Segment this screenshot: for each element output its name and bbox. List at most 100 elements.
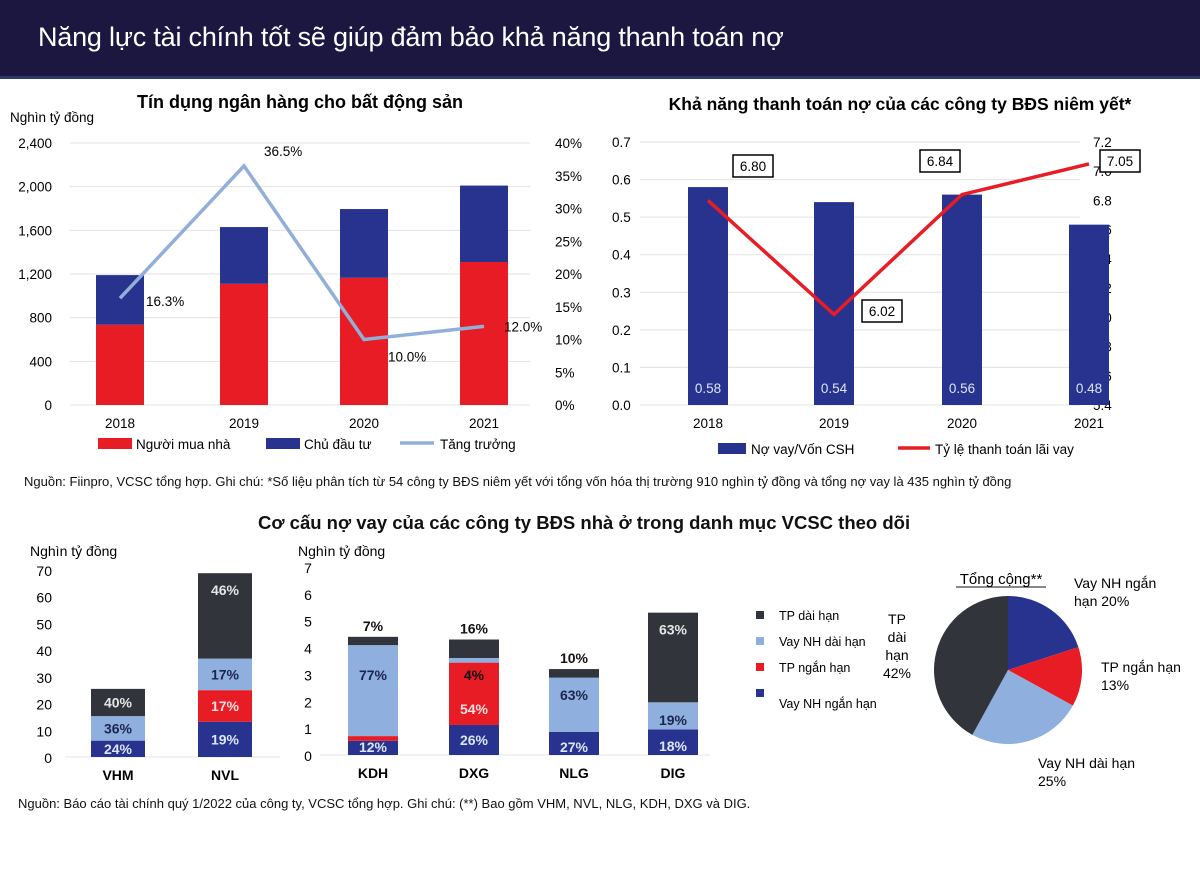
segment-label: 17%: [211, 698, 240, 714]
bar-segment-vay-nh-ng-n-h-n: [549, 731, 599, 755]
bar-segment-tp-ng-n-h-n: [348, 736, 398, 741]
y2-tick-label: 7.2: [1093, 135, 1112, 150]
y-tick-label: 1,600: [18, 223, 52, 238]
data-label-ty-le: 6.02: [869, 304, 895, 319]
legend-label: Vay NH ngắn hạn: [779, 696, 877, 711]
pie-slice-label: TP: [888, 611, 906, 627]
y-tick-label: 0.6: [612, 173, 631, 188]
legend-swatch: [756, 611, 764, 619]
y2-tick-label: 15%: [555, 300, 582, 315]
chart-title-credit: Tín dụng ngân hàng cho bất động sản: [137, 92, 463, 112]
x-tick-label: 2021: [1074, 416, 1104, 431]
pie-slice-label: hạn 20%: [1074, 593, 1129, 609]
x-tick-label: 2020: [947, 416, 977, 431]
bar-no-vay-von-csh: [1069, 224, 1109, 405]
pie-title: Tổng cộng**: [960, 571, 1043, 588]
y-tick-label: 0.1: [612, 360, 631, 375]
legend-label: Chủ đầu tư: [304, 437, 372, 452]
pie-slice-tp-d-i-h-n: [934, 596, 1008, 735]
y-tick-label: 0: [44, 750, 52, 766]
x-tick-label: 2018: [693, 416, 723, 431]
segment-label: 54%: [460, 701, 489, 717]
y-tick-label: 1: [304, 721, 312, 737]
y2-tick-label: 5%: [555, 365, 575, 380]
y-tick-label: 5: [304, 614, 312, 630]
y-tick-label: 4: [304, 641, 312, 657]
legend-label: Vay NH dài hạn: [779, 635, 866, 649]
y2-tick-label: 6.8: [1093, 193, 1112, 208]
x-tick-label: KDH: [358, 765, 388, 781]
segment-label: 46%: [211, 582, 240, 598]
y-tick-label: 60: [36, 590, 52, 606]
legend-label: Tỷ lệ thanh toán lãi vay: [935, 442, 1074, 457]
segment-label: 16%: [460, 621, 489, 637]
line-tang-truong: [118, 163, 485, 342]
data-label-box: [732, 154, 774, 178]
x-tick-label: VHM: [102, 767, 133, 783]
legend-label: TP ngắn hạn: [779, 660, 850, 675]
y-tick-label: 2,400: [18, 136, 52, 151]
y-tick-label: 0.5: [612, 210, 631, 225]
y-axis-label: Nghìn tỷ đồng: [30, 543, 117, 559]
pie-slice-label: 13%: [1101, 677, 1129, 693]
y-tick-label: 50: [36, 616, 52, 632]
pie-slice-tp-ng-n-h-n: [1008, 647, 1082, 706]
y-tick-label: 40: [36, 643, 52, 659]
segment-label: 24%: [104, 741, 133, 757]
y-tick-label: 400: [29, 354, 52, 369]
bar-segment-vay-nh-d-i-h-n: [648, 702, 698, 730]
bar-segment-tp-d-i-h-n: [648, 612, 698, 703]
bottom-section-title: Cơ cấu nợ vay của các công ty BĐS nhà ở …: [258, 512, 911, 533]
data-label-ty-le: 6.80: [740, 159, 766, 174]
bar-segment-tp-d-i-h-n: [348, 636, 398, 646]
pie-slice-label: dài: [888, 629, 907, 645]
x-tick-label: DXG: [459, 765, 489, 781]
y-tick-label: 0: [304, 748, 312, 764]
legend-swatch: [756, 689, 764, 697]
y2-tick-label: 30%: [555, 202, 582, 217]
pie-slice-vay-nh-d-i-h-n: [972, 670, 1073, 744]
segment-label: 19%: [659, 712, 688, 728]
data-label-tang-truong: 12.0%: [504, 319, 542, 334]
y-tick-label: 0.7: [612, 135, 631, 150]
bar-segment-vay-nh-d-i-h-n: [449, 657, 499, 663]
y2-tick-label: 25%: [555, 234, 582, 249]
segment-label: 17%: [211, 666, 240, 682]
y-tick-label: 10: [36, 723, 52, 739]
legend-swatch: [756, 637, 764, 645]
y-tick-label: 20: [36, 697, 52, 713]
legend-swatch: [266, 438, 300, 449]
y2-tick-label: 0%: [555, 398, 575, 413]
segment-label: 63%: [560, 687, 589, 703]
bar-nguoi-mua-nha: [220, 283, 268, 405]
bar-no-vay-von-csh: [942, 194, 982, 405]
segment-label: 77%: [359, 667, 388, 683]
bar-segment-vay-nh-ng-n-h-n: [449, 724, 499, 755]
y2-tick-label: 40%: [555, 136, 582, 151]
y-tick-label: 3: [304, 667, 312, 683]
x-tick-label: 2019: [229, 416, 259, 431]
pie-slice-vay-nh-ng-n-h-n: [1008, 596, 1079, 670]
segment-label: 27%: [560, 739, 589, 755]
legend-label: Tăng trưởng: [440, 437, 516, 452]
pie-slice-label: 25%: [1038, 773, 1066, 789]
bar-nguoi-mua-nha: [96, 324, 144, 405]
legend-swatch: [98, 438, 132, 449]
legend-label: TP dài hạn: [779, 609, 839, 623]
legend-swatch: [756, 663, 764, 671]
pie-slice-label: 42%: [883, 665, 911, 681]
bar-segment-vay-nh-d-i-h-n: [91, 716, 145, 741]
chart-title-solvency: Khả năng thanh toán nợ của các công ty B…: [669, 94, 1132, 114]
data-label-tang-truong: 10.0%: [388, 350, 426, 365]
source-note-top: Nguồn: Fiinpro, VCSC tổng hợp. Ghi chú: …: [24, 474, 1012, 489]
segment-label: 12%: [359, 739, 388, 755]
segment-label: 4%: [464, 667, 485, 683]
bar-segment-tp-d-i-h-n: [549, 669, 599, 678]
y2-tick-label: 20%: [555, 267, 582, 282]
y-tick-label: 0: [44, 398, 52, 413]
pie-slice-label: Vay NH ngắn: [1074, 575, 1156, 591]
legend-swatch: [718, 443, 746, 454]
segment-label: 7%: [363, 618, 384, 634]
data-label-tang-truong: 36.5%: [264, 144, 302, 159]
